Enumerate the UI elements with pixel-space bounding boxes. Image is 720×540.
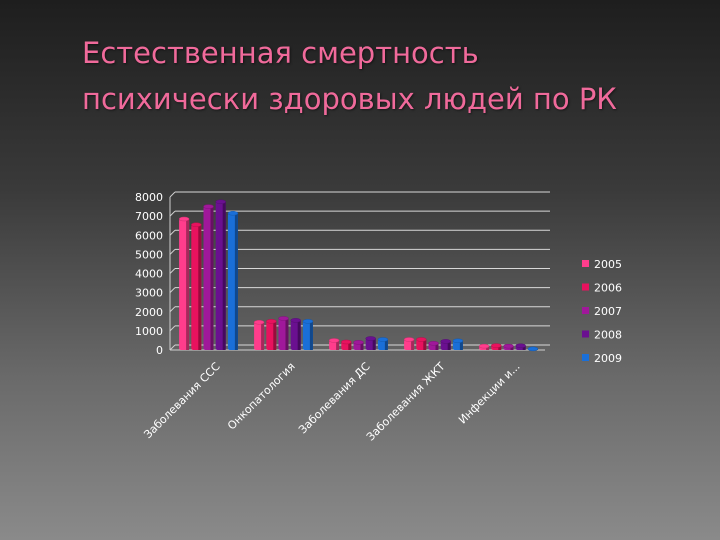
bar-top [353, 340, 364, 345]
bar-shade [384, 339, 388, 350]
bar-top [253, 320, 265, 325]
x-tick-label: Онкопатология [225, 360, 298, 433]
bar-top [302, 319, 314, 324]
bar-shade [261, 322, 265, 350]
bar-shade [273, 321, 277, 350]
bar-top [203, 204, 214, 209]
y-tick-label: 1000 [135, 325, 163, 338]
bar-top [365, 336, 376, 341]
y-tick-label: 8000 [135, 191, 163, 204]
bar-shade [348, 341, 352, 350]
legend-swatch-2009 [582, 354, 589, 361]
x-tick-label: Заболевания ССС [141, 360, 222, 441]
y-tick-label: 7000 [135, 210, 163, 223]
bar-top [215, 199, 226, 205]
bar-top [191, 222, 202, 227]
bar-top [503, 343, 514, 349]
gridline-side [169, 287, 176, 293]
y-tick-label: 0 [156, 344, 163, 357]
bar-shade [486, 346, 490, 350]
bar-top [341, 339, 352, 345]
bar-shade [297, 320, 301, 350]
bar-top [178, 216, 190, 222]
legend-swatch-2005 [582, 260, 589, 267]
legend-label-2007: 2007 [594, 305, 622, 318]
bar-shade [411, 339, 415, 350]
y-tick-label: 5000 [135, 248, 163, 261]
bar-shade [372, 338, 376, 350]
slide-title-line-1: Естественная смертность [82, 36, 479, 70]
legend-swatch-2007 [582, 307, 589, 314]
bar-shade [198, 224, 202, 350]
legend-label-2005: 2005 [594, 258, 622, 271]
bar-top [478, 343, 490, 349]
bar-shade [423, 339, 427, 350]
bar-top [227, 211, 239, 216]
bar-top [403, 337, 415, 342]
gridline-side [169, 306, 176, 313]
bar-shade [186, 218, 190, 350]
bar-top [278, 316, 289, 321]
gridline-side [169, 325, 176, 332]
bar-shade [336, 340, 340, 350]
bar-top [377, 337, 389, 342]
bar-shade [309, 321, 313, 350]
bar-shade [522, 345, 526, 350]
legend-label-2009: 2009 [594, 352, 622, 365]
gridline-side [169, 191, 176, 198]
gridline-side [169, 229, 176, 236]
slide-title: Естественная смертность психически здоро… [82, 30, 682, 122]
legend-swatch-2008 [582, 330, 589, 338]
x-tick-label: Заболевания ЖКТ [364, 360, 448, 444]
bar-shade [234, 213, 238, 350]
y-tick-label: 3000 [135, 287, 163, 300]
y-tick-label: 4000 [135, 268, 163, 281]
bar-top [515, 343, 526, 349]
bar-top [328, 338, 340, 343]
gridline-side [169, 249, 176, 255]
legend-label-2006: 2006 [594, 282, 622, 295]
bar-shade [285, 318, 289, 350]
bar-shade [210, 206, 214, 350]
bar-top [290, 318, 301, 323]
bar-top [527, 346, 539, 352]
bar-top [266, 319, 277, 324]
gridline-side [169, 344, 176, 351]
slide-title-line-2: психически здоровых людей по РК [82, 82, 617, 116]
bar-shade [510, 346, 514, 350]
bar-top [491, 343, 502, 348]
x-tick-label: Заболевания ДС [296, 360, 373, 437]
bar-top [416, 337, 427, 342]
y-tick-label: 6000 [135, 229, 163, 242]
bar-shade [447, 341, 451, 350]
bar-shade [459, 340, 463, 350]
bar-shade [498, 345, 502, 350]
bar-top [428, 341, 439, 346]
legend-swatch-2006 [582, 283, 589, 291]
bar-shade [360, 342, 364, 350]
bar-shade [222, 201, 226, 350]
gridline-side [169, 268, 176, 274]
bar-top [452, 338, 464, 344]
y-tick-label: 2000 [135, 306, 163, 319]
bar-top [440, 339, 451, 344]
x-tick-label: Инфекции и... [456, 360, 523, 427]
gridline-side [169, 210, 176, 217]
legend-label-2008: 2008 [594, 329, 622, 342]
bar-shade [435, 343, 439, 350]
